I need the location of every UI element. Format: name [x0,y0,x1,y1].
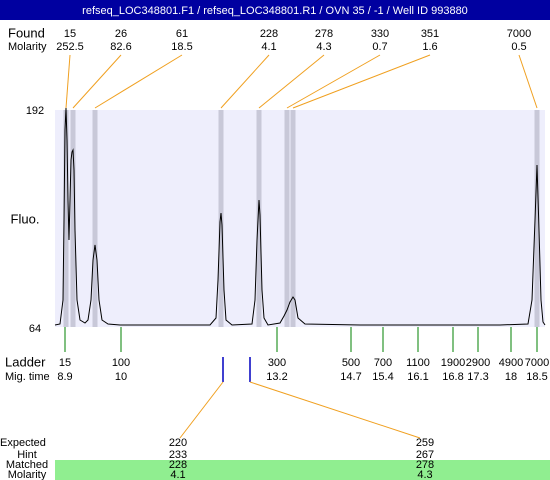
peak-band [290,110,296,327]
expected-size: 259 [416,437,434,449]
found-size: 330 [371,28,389,40]
found-label: Found [8,25,45,40]
found-size: 26 [115,28,127,40]
peak-link [518,54,538,109]
y-top-label: 192 [26,105,44,117]
matched-label: Matched [6,459,48,471]
ladder-size: 15 [59,357,71,369]
ladder-label: Ladder [5,354,46,369]
y-bottom-label: 64 [29,323,41,335]
expected-size: 220 [169,437,187,449]
found-molarity: 1.6 [422,41,437,53]
ladder-size: 700 [374,357,392,369]
ladder-time: 14.7 [340,371,361,383]
matched-molarity: 4.1 [170,469,185,480]
peak-band [63,110,69,327]
molarity-label: Molarity [8,41,47,53]
peak-link [72,54,122,109]
title-bar [0,0,550,20]
peak-band [534,110,540,327]
peak-link [220,54,270,109]
exp-molarity-label: Molarity [8,469,47,480]
peak-link [65,54,71,109]
found-molarity: 82.6 [110,41,131,53]
hint-label: Hint [17,449,37,461]
peak-band [284,110,290,327]
expected-link [179,381,224,439]
ladder-time: 10 [115,371,127,383]
found-size: 351 [421,28,439,40]
matched-molarity: 4.3 [417,469,432,480]
y-axis-label: Fluo. [11,211,40,226]
peak-link [258,54,325,109]
plot-area [55,110,545,327]
peak-band [256,110,262,327]
ladder-size: 300 [268,357,286,369]
expected-label: Expected [0,437,46,449]
ladder-time: 15.4 [372,371,393,383]
matched-size: 278 [416,459,434,471]
found-size: 15 [64,28,76,40]
ladder-time: 18 [505,371,517,383]
ladder-size: 1100 [406,357,430,369]
ladder-time: 18.5 [526,371,547,383]
ladder-size: 7000 [525,357,549,369]
ladder-size: 100 [112,357,130,369]
found-size: 278 [315,28,333,40]
hint-size: 233 [169,449,187,461]
matched-band [55,460,550,480]
trace [54,107,546,326]
expected-link [249,381,421,439]
found-size: 228 [260,28,278,40]
peak-link [286,54,381,109]
found-molarity: 0.7 [372,41,387,53]
ladder-time: 16.8 [442,371,463,383]
ladder-time: 16.1 [407,371,428,383]
ladder-time: 13.2 [266,371,287,383]
ladder-size: 500 [342,357,360,369]
found-molarity: 252.5 [56,41,84,53]
hint-size: 267 [416,449,434,461]
ladder-size: 4900 [499,357,523,369]
ladder-size: 2900 [466,357,490,369]
ladder-size: 1900 [441,357,465,369]
found-molarity: 0.5 [511,41,526,53]
found-size: 61 [176,28,188,40]
found-size: 7000 [507,28,531,40]
title: refseq_LOC348801.F1 / refseq_LOC348801.R… [82,5,468,17]
ladder-time: 17.3 [467,371,488,383]
peak-link [292,54,431,109]
found-molarity: 4.3 [316,41,331,53]
mig-time-label: Mig. time [5,371,50,383]
matched-size: 228 [169,459,187,471]
found-molarity: 18.5 [171,41,192,53]
peak-band [92,110,98,327]
found-molarity: 4.1 [261,41,276,53]
ladder-time: 8.9 [57,371,72,383]
peak-link [94,54,183,109]
peak-band [70,110,76,327]
